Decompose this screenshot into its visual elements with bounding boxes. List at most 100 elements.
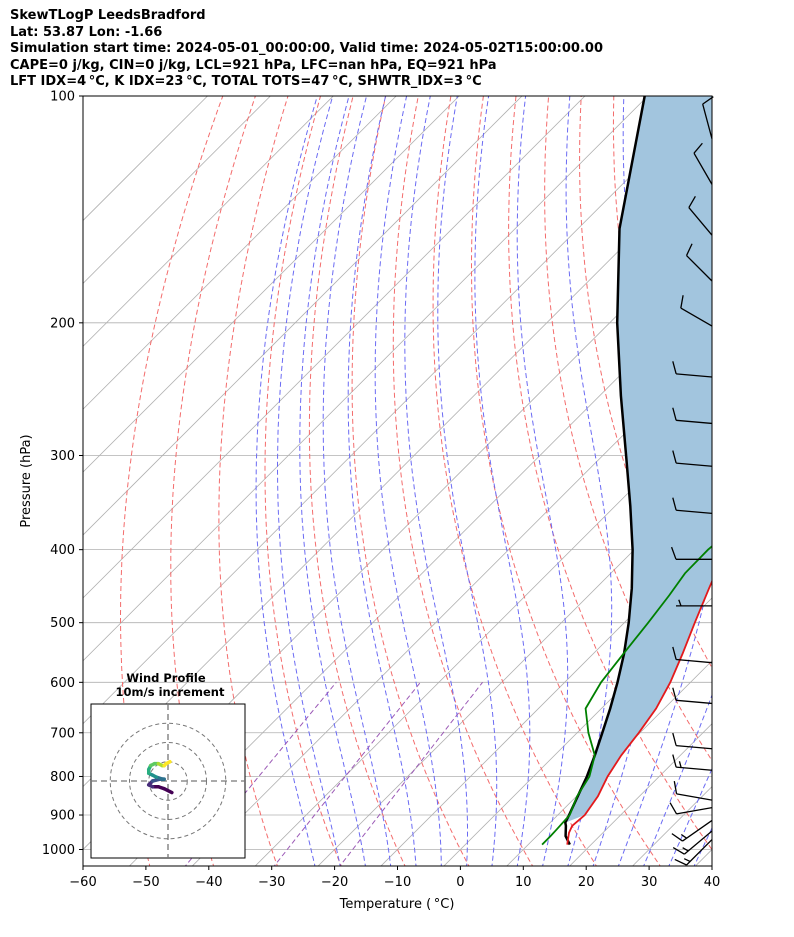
isotherm-line (83, 96, 460, 473)
moist-adiabat-line (374, 96, 442, 866)
moist-adiabat-line (565, 96, 613, 866)
y-tick-label: 900 (50, 809, 75, 824)
dry-adiabat-line (579, 96, 712, 669)
moist-adiabat-line (617, 96, 712, 866)
time-line: Simulation start time: 2024-05-01_00:00:… (10, 41, 603, 56)
moist-adiabat-line (668, 767, 712, 866)
moist-adiabat-line (474, 96, 531, 866)
wind-barb (685, 243, 713, 282)
wind-barb (672, 687, 713, 705)
isotherm-line (254, 408, 712, 866)
x-tick-label: −10 (384, 875, 411, 890)
x-tick-label: 30 (641, 875, 658, 890)
isotherm-line (83, 96, 271, 284)
dry-adiabat-line (544, 96, 712, 762)
cape-line: CAPE=0 j/kg, CIN=0 j/kg, LCL=921 hPa, LF… (10, 57, 497, 73)
isotherm-line (569, 723, 712, 866)
isotherm-line (83, 96, 334, 347)
isotherm-line (443, 597, 712, 866)
isotherm-line (83, 96, 649, 662)
moist-adiabat-line (347, 96, 417, 866)
x-tick-label: −30 (258, 875, 285, 890)
dry-adiabat-line (508, 96, 712, 851)
parcel-profile-line (563, 96, 646, 846)
x-axis-label: Temperature ( °C) (339, 897, 455, 912)
wind-barb (672, 407, 713, 425)
dry-adiabat-line (432, 96, 598, 866)
moist-adiabat-line (404, 96, 468, 866)
dry-adiabat-line (471, 96, 661, 866)
wind-barb (672, 830, 713, 855)
dry-adiabat-line (218, 96, 289, 866)
moist-adiabat-line (643, 693, 712, 866)
wind-barbs (669, 96, 714, 866)
moist-adiabat-line (277, 96, 341, 866)
isotherm-line (83, 96, 209, 222)
dry-adiabat-line (710, 96, 712, 111)
y-tick-label: 300 (50, 449, 75, 464)
isotherm-line (756, 79, 794, 868)
x-tick-label: 0 (456, 875, 464, 890)
x-tick-label: −50 (132, 875, 159, 890)
wind-barb (672, 646, 713, 664)
chart-header: SkewTLogP LeedsBradford Lat: 53.87 Lon: … (10, 8, 603, 91)
x-tick-label: −20 (321, 875, 348, 890)
dry-adiabat-line (392, 96, 534, 866)
dry-adiabat-line (351, 96, 470, 866)
isotherm-line (83, 96, 712, 725)
moist-adiabat-line (437, 96, 498, 866)
isotherm-line (380, 534, 712, 866)
isotherm-line (128, 282, 712, 866)
hodograph-title-1: Wind Profile (126, 671, 206, 685)
y-tick-label: 400 (50, 543, 75, 558)
y-tick-label: 700 (50, 726, 75, 741)
moist-adiabat-line (592, 96, 664, 866)
y-axis-label: Pressure (hPa) (19, 434, 34, 527)
wind-barb (672, 754, 713, 771)
chart-title: SkewTLogP LeedsBradford (10, 8, 206, 23)
wind-barb (673, 780, 713, 801)
x-tick-label: 40 (704, 875, 721, 890)
isotherm-line (191, 345, 712, 866)
moist-adiabat-line (516, 96, 569, 866)
location-line: Lat: 53.87 Lon: -1.66 (10, 24, 163, 40)
dry-adiabat-line (775, 79, 794, 868)
y-tick-label: 1000 (42, 843, 75, 858)
y-tick-label: 100 (50, 90, 75, 105)
wind-barb (672, 497, 713, 514)
wind-barb (672, 361, 713, 378)
cape-shading (565, 96, 712, 823)
wind-barb (671, 819, 713, 842)
wind-barb (672, 450, 713, 467)
wind-barb (669, 802, 713, 815)
x-tick-label: −60 (69, 875, 96, 890)
x-tick-label: 10 (515, 875, 532, 890)
hodograph-inset: Wind Profile 10m/s increment (90, 671, 246, 859)
indices-line: LFT IDX=4 °C, K IDX=23 °C, TOTAL TOTS=47… (10, 74, 482, 89)
wind-barb (680, 295, 713, 327)
dry-adiabat-line (743, 79, 794, 868)
x-tick-label: 20 (578, 875, 595, 890)
dewpoint-line (541, 545, 712, 846)
wind-barb (693, 142, 713, 185)
temperature-line (566, 579, 712, 845)
hodograph-segment (164, 760, 172, 766)
x-tick-label: −40 (195, 875, 222, 890)
isotherm-line (83, 96, 586, 599)
wind-barb (672, 732, 713, 750)
hodograph-title-2: 10m/s increment (116, 685, 225, 699)
wind-barb (688, 196, 713, 236)
moist-adiabat-line (255, 96, 318, 866)
wind-barb (676, 599, 712, 607)
hodograph-ring (148, 761, 188, 801)
dry-adiabat-line (264, 96, 342, 866)
wind-barb (702, 96, 714, 140)
isotherm-line (83, 96, 397, 410)
moist-adiabat-line (299, 96, 366, 866)
y-tick-label: 600 (50, 676, 75, 691)
mixing-ratio-line (273, 681, 421, 866)
wind-barb (670, 546, 712, 560)
moist-adiabat-line (322, 96, 392, 866)
mixing-ratio-line (339, 681, 483, 866)
